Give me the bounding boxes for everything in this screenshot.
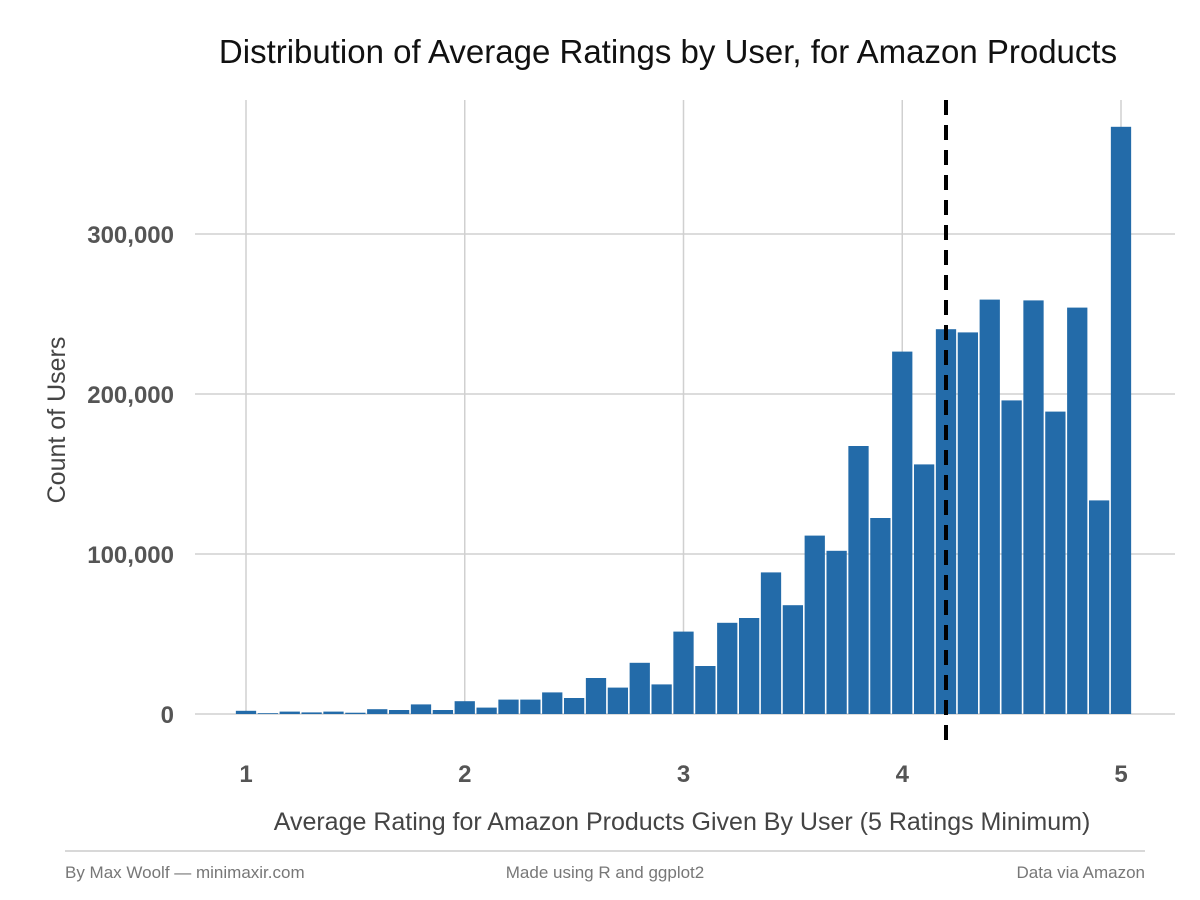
histogram-bar	[913, 464, 935, 714]
histogram-bar	[410, 704, 432, 714]
x-tick-label: 4	[896, 761, 910, 788]
histogram-bar	[1088, 500, 1110, 714]
histogram-bar	[957, 332, 979, 714]
histogram-bar	[432, 710, 454, 714]
histogram-bar	[257, 713, 279, 714]
histogram-bar	[760, 572, 782, 714]
histogram-bar	[695, 666, 716, 714]
chart-title: Distribution of Average Ratings by User,…	[219, 33, 1117, 70]
histogram-bar	[367, 709, 388, 714]
x-axis-label: Average Rating for Amazon Products Given…	[274, 808, 1091, 836]
histogram-bar	[542, 692, 563, 714]
histogram-bar	[848, 446, 869, 714]
histogram-bar	[782, 605, 804, 714]
histogram-bar	[498, 699, 519, 714]
histogram-bar	[870, 518, 891, 714]
histogram-bar	[826, 550, 847, 714]
histogram-bar	[1045, 411, 1066, 714]
histogram-bar	[651, 684, 672, 714]
histogram-bar	[935, 329, 957, 714]
y-tick-label: 0	[161, 702, 174, 729]
y-tick-label: 100,000	[87, 542, 174, 569]
histogram-bar	[1023, 300, 1044, 714]
histogram-bar	[520, 699, 541, 714]
histogram-bar	[323, 711, 344, 714]
histogram-bar	[738, 618, 760, 714]
histogram-bar	[629, 662, 650, 714]
footer-source: Data via Amazon	[1016, 863, 1145, 882]
y-tick-label: 300,000	[87, 222, 174, 249]
histogram-bar	[235, 710, 257, 714]
footer-credit: By Max Woolf — minimaxir.com	[65, 863, 305, 882]
histogram-bar	[1001, 400, 1022, 714]
histogram-bar	[301, 712, 322, 714]
histogram-bar	[892, 351, 913, 714]
x-tick-label: 2	[458, 761, 471, 788]
x-axis-ticks: 1 2 3 4 5	[239, 761, 1127, 788]
histogram-bar	[563, 698, 585, 714]
histogram-bar	[476, 707, 497, 714]
histogram-bar	[454, 701, 475, 714]
y-axis-label: Count of Users	[43, 337, 71, 504]
y-tick-label: 200,000	[87, 382, 174, 409]
histogram-bar	[1067, 307, 1088, 714]
histogram-bar	[607, 687, 629, 714]
histogram-bar	[1110, 126, 1132, 715]
histogram-bar	[585, 678, 607, 714]
histogram-bar	[673, 631, 694, 714]
histogram-bar	[388, 710, 410, 714]
x-tick-label: 3	[677, 761, 690, 788]
footer-tool: Made using R and ggplot2	[506, 863, 704, 882]
histogram-bar	[345, 712, 366, 714]
histogram-bar	[979, 299, 1000, 714]
histogram-bar	[279, 711, 300, 714]
histogram-bar	[804, 535, 825, 714]
bars	[235, 126, 1132, 715]
y-axis-ticks: 0 100,000 200,000 300,000	[87, 222, 174, 729]
histogram-bar	[717, 622, 738, 714]
x-tick-label: 5	[1114, 761, 1127, 788]
x-tick-label: 1	[239, 761, 252, 788]
